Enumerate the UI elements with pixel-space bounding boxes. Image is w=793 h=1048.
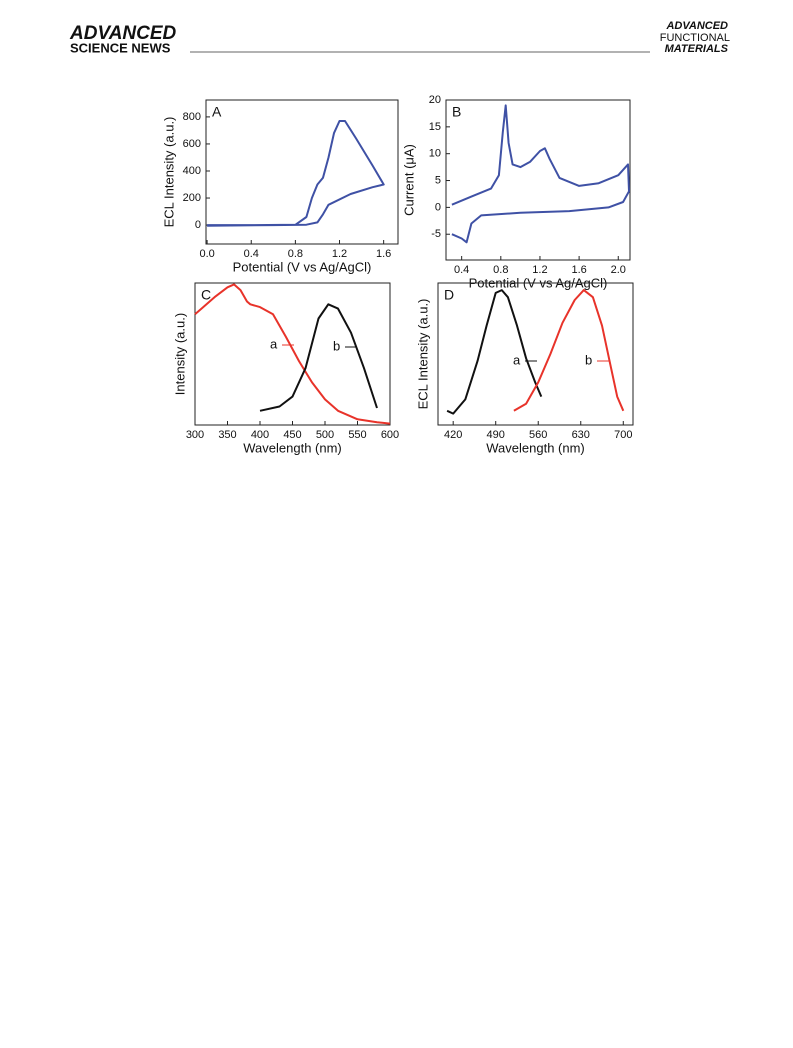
brand-top: ADVANCED [69, 23, 177, 44]
x-axis-label: Wavelength (nm) [243, 440, 342, 455]
x-axis-label: Potential (V vs Ag/AgCl) [233, 259, 372, 274]
x-tick-label: 1.6 [571, 264, 586, 276]
x-tick-label: 1.2 [332, 248, 347, 260]
x-tick-label: 1.6 [376, 248, 391, 260]
x-axis-label: Wavelength (nm) [486, 440, 585, 455]
y-tick-label: 10 [429, 148, 441, 160]
y-axis-label: ECL Intensity (a.u.) [161, 117, 176, 228]
x-tick-label: 1.2 [532, 264, 547, 276]
series-label: b [585, 352, 592, 367]
y-tick-label: 0 [195, 219, 201, 231]
panel-label: B [452, 104, 461, 120]
x-tick-label: 560 [529, 429, 547, 441]
series-label: a [513, 352, 521, 367]
y-tick-label: 400 [183, 165, 201, 177]
x-tick-label: 0.8 [288, 248, 303, 260]
x-tick-label: 0.0 [199, 248, 214, 260]
plot-frame [205, 99, 399, 245]
x-tick-label: 0.8 [493, 264, 508, 276]
series-line [194, 283, 391, 425]
x-tick-label: 300 [186, 429, 204, 441]
plot-frame [194, 282, 391, 426]
series-line [451, 104, 630, 244]
series-label: b [333, 338, 340, 353]
y-tick-label: 0 [435, 201, 441, 213]
journal-2: FUNCTIONAL [660, 32, 730, 44]
y-tick-label: 800 [183, 111, 201, 123]
x-tick-label: 450 [283, 429, 301, 441]
x-tick-label: 500 [316, 429, 334, 441]
journal-3: MATERIALS [665, 43, 729, 55]
x-tick-label: 490 [487, 429, 505, 441]
x-tick-label: 550 [348, 429, 366, 441]
brand-bottom: SCIENCE NEWS [70, 40, 171, 55]
y-tick-label: 200 [183, 192, 201, 204]
x-tick-label: 700 [614, 429, 632, 441]
y-axis-label: ECL Intensity (a.u.) [415, 299, 430, 410]
y-axis-label: Intensity (a.u.) [172, 313, 187, 395]
series-line [207, 120, 385, 227]
y-tick-label: 20 [429, 94, 441, 106]
x-tick-label: 0.4 [454, 264, 469, 276]
y-tick-label: 15 [429, 121, 441, 133]
series-line [446, 289, 543, 415]
panel-label: D [444, 287, 454, 303]
x-tick-label: 630 [572, 429, 590, 441]
plot-frame [437, 282, 634, 426]
y-axis-label: Current (μA) [401, 144, 416, 216]
series-line [513, 289, 625, 412]
x-tick-label: 420 [444, 429, 462, 441]
x-tick-label: 0.4 [244, 248, 259, 260]
x-tick-label: 600 [381, 429, 399, 441]
plot-frame [445, 99, 631, 261]
y-tick-label: -5 [431, 228, 441, 240]
x-tick-label: 350 [218, 429, 236, 441]
panel-label: C [201, 287, 211, 303]
x-tick-label: 2.0 [611, 264, 626, 276]
series-label: a [270, 336, 278, 351]
panel-label: A [212, 104, 222, 120]
x-tick-label: 400 [251, 429, 269, 441]
y-tick-label: 600 [183, 138, 201, 150]
journal-1: ADVANCED [665, 20, 728, 32]
y-tick-label: 5 [435, 174, 441, 186]
series-line [259, 303, 378, 412]
